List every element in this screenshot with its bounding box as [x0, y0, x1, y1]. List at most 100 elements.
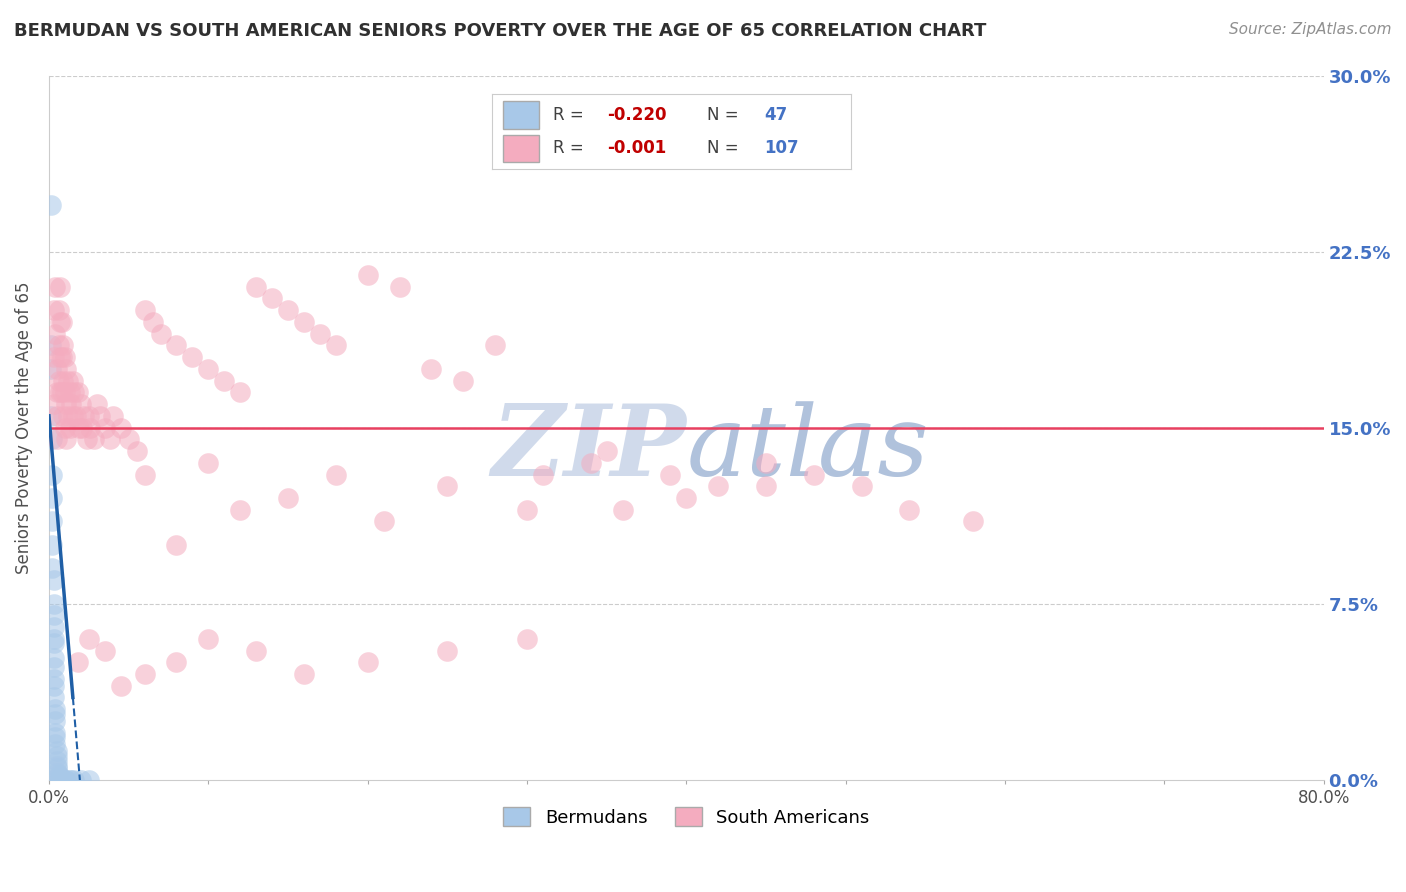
Point: [45, 765, 67, 780]
Point: [53, 350, 76, 364]
Text: -0.001: -0.001: [607, 139, 666, 157]
Point: [325, 338, 347, 352]
Point: [356, 655, 378, 669]
Point: [42, 650, 65, 665]
Point: [41, 561, 63, 575]
Point: [67, 420, 90, 434]
Point: [53, 420, 76, 434]
Point: [52, 338, 75, 352]
Point: [245, 279, 267, 293]
Text: R =: R =: [553, 139, 589, 157]
Point: [48, 338, 70, 352]
Point: [49, 772, 72, 787]
Point: [53, 385, 76, 400]
Point: [77, 772, 100, 787]
Point: [42, 660, 65, 674]
Point: [45, 385, 67, 400]
Point: [579, 456, 602, 470]
Text: R =: R =: [553, 106, 589, 124]
Point: [42, 303, 65, 318]
Point: [292, 667, 315, 681]
Point: [42, 608, 65, 623]
Point: [59, 772, 82, 787]
Text: ZIP: ZIP: [491, 401, 686, 497]
Point: [898, 502, 921, 516]
Point: [308, 326, 330, 341]
Point: [76, 432, 98, 446]
Point: [165, 538, 187, 552]
Point: [373, 515, 395, 529]
Point: [53, 772, 76, 787]
Point: [55, 397, 77, 411]
Point: [39, 197, 62, 211]
Point: [41, 432, 63, 446]
Point: [51, 385, 73, 400]
Point: [595, 444, 617, 458]
Point: [59, 420, 82, 434]
Point: [59, 385, 82, 400]
Point: [420, 362, 443, 376]
Point: [755, 479, 778, 493]
Point: [49, 772, 72, 787]
Point: [531, 467, 554, 482]
Point: [42, 573, 65, 587]
Point: [44, 731, 66, 745]
Point: [73, 409, 96, 423]
Point: [675, 491, 697, 505]
Point: [55, 362, 77, 376]
Point: [55, 772, 77, 787]
Point: [69, 397, 91, 411]
Point: [516, 632, 538, 646]
Point: [42, 672, 65, 686]
Point: [45, 362, 67, 376]
Point: [39, 362, 62, 376]
Point: [55, 432, 77, 446]
Point: [39, 409, 62, 423]
Point: [60, 772, 83, 787]
Text: N =: N =: [707, 106, 744, 124]
Text: BERMUDAN VS SOUTH AMERICAN SENIORS POVERTY OVER THE AGE OF 65 CORRELATION CHART: BERMUDAN VS SOUTH AMERICAN SENIORS POVER…: [14, 22, 987, 40]
Point: [292, 315, 315, 329]
Point: [42, 632, 65, 646]
Point: [52, 409, 75, 423]
Point: [41, 467, 63, 482]
Point: [803, 467, 825, 482]
Point: [48, 303, 70, 318]
Point: [62, 374, 84, 388]
Point: [48, 772, 70, 787]
Point: [48, 374, 70, 388]
Point: [41, 491, 63, 505]
Point: [149, 326, 172, 341]
Point: [86, 397, 108, 411]
Point: [110, 420, 132, 434]
Point: [141, 315, 163, 329]
Point: [44, 702, 66, 716]
Point: [659, 467, 682, 482]
Point: [49, 279, 72, 293]
Point: [56, 409, 79, 423]
Point: [436, 643, 458, 657]
Point: [42, 350, 65, 364]
Point: [63, 772, 86, 787]
Point: [42, 620, 65, 634]
Text: N =: N =: [707, 139, 744, 157]
Point: [134, 303, 156, 318]
Point: [117, 432, 139, 446]
Legend: Bermudans, South Americans: Bermudans, South Americans: [496, 800, 876, 834]
Point: [48, 768, 70, 782]
Point: [49, 315, 72, 329]
Point: [45, 754, 67, 768]
Point: [51, 315, 73, 329]
Point: [42, 397, 65, 411]
Point: [134, 467, 156, 482]
Point: [851, 479, 873, 493]
Point: [45, 409, 67, 423]
Point: [45, 744, 67, 758]
Point: [612, 502, 634, 516]
Point: [962, 515, 984, 529]
Point: [63, 385, 86, 400]
Point: [66, 655, 89, 669]
Point: [110, 679, 132, 693]
Point: [62, 409, 84, 423]
Point: [755, 456, 778, 470]
